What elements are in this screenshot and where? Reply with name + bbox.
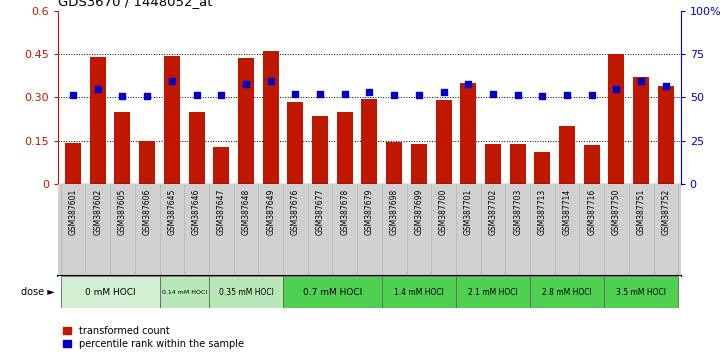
Point bbox=[141, 94, 153, 99]
Bar bbox=[361, 99, 378, 184]
Text: GSM387701: GSM387701 bbox=[464, 189, 472, 235]
Text: 0.35 mM HOCl: 0.35 mM HOCl bbox=[218, 287, 274, 297]
Point bbox=[413, 92, 424, 98]
Bar bbox=[559, 126, 575, 184]
Bar bbox=[584, 145, 600, 184]
Bar bbox=[460, 83, 476, 184]
Bar bbox=[213, 147, 229, 184]
Bar bbox=[312, 116, 328, 184]
Text: 2.1 mM HOCl: 2.1 mM HOCl bbox=[468, 287, 518, 297]
Bar bbox=[530, 276, 604, 308]
Bar bbox=[238, 58, 254, 184]
Text: GSM387713: GSM387713 bbox=[538, 189, 547, 235]
Text: 0.7 mM HOCl: 0.7 mM HOCl bbox=[303, 287, 362, 297]
Text: dose ►: dose ► bbox=[21, 287, 55, 297]
Text: GSM387716: GSM387716 bbox=[587, 189, 596, 235]
Point bbox=[512, 92, 523, 98]
Bar bbox=[337, 112, 353, 184]
Point bbox=[240, 81, 252, 87]
Point bbox=[388, 92, 400, 98]
Text: GSM387678: GSM387678 bbox=[340, 189, 349, 235]
Point bbox=[487, 92, 499, 97]
Text: GSM387648: GSM387648 bbox=[242, 189, 250, 235]
Text: GSM387649: GSM387649 bbox=[266, 189, 275, 235]
Text: GSM387602: GSM387602 bbox=[93, 189, 102, 235]
Point bbox=[166, 78, 178, 84]
Text: GSM387751: GSM387751 bbox=[637, 189, 646, 235]
Bar bbox=[609, 54, 625, 184]
Text: GSM387702: GSM387702 bbox=[488, 189, 497, 235]
Text: GSM387699: GSM387699 bbox=[414, 189, 424, 235]
Text: GSM387698: GSM387698 bbox=[389, 189, 399, 235]
Point bbox=[438, 89, 449, 95]
Bar bbox=[139, 141, 155, 184]
Bar bbox=[510, 144, 526, 184]
Point bbox=[561, 92, 573, 98]
Text: GSM387647: GSM387647 bbox=[217, 189, 226, 235]
Point bbox=[191, 92, 202, 98]
Point bbox=[364, 89, 376, 95]
Bar bbox=[65, 143, 81, 184]
Text: GSM387601: GSM387601 bbox=[68, 189, 78, 235]
Point bbox=[462, 81, 474, 87]
Bar bbox=[456, 276, 530, 308]
Bar bbox=[263, 51, 279, 184]
Bar bbox=[386, 142, 402, 184]
Text: GSM387679: GSM387679 bbox=[365, 189, 374, 235]
Text: GSM387703: GSM387703 bbox=[513, 189, 522, 235]
Text: 0 mM HOCl: 0 mM HOCl bbox=[84, 287, 135, 297]
Text: GSM387700: GSM387700 bbox=[439, 189, 448, 235]
Text: GSM387677: GSM387677 bbox=[315, 189, 325, 235]
Point bbox=[290, 92, 301, 97]
Text: 0.14 mM HOCl: 0.14 mM HOCl bbox=[162, 290, 207, 295]
Bar bbox=[283, 276, 381, 308]
Text: GSM387606: GSM387606 bbox=[143, 189, 151, 235]
Bar bbox=[164, 56, 180, 184]
Bar bbox=[288, 102, 304, 184]
Text: GSM387752: GSM387752 bbox=[661, 189, 670, 235]
Text: GSM387646: GSM387646 bbox=[192, 189, 201, 235]
Bar bbox=[381, 276, 456, 308]
Point bbox=[314, 91, 326, 97]
Bar bbox=[604, 276, 678, 308]
Text: GSM387750: GSM387750 bbox=[612, 189, 621, 235]
Point bbox=[339, 92, 351, 97]
Point bbox=[116, 93, 128, 99]
Bar bbox=[633, 77, 649, 184]
Text: GDS3670 / 1448052_at: GDS3670 / 1448052_at bbox=[58, 0, 213, 8]
Text: GSM387676: GSM387676 bbox=[291, 189, 300, 235]
Bar bbox=[60, 276, 159, 308]
Bar bbox=[411, 144, 427, 184]
Bar bbox=[209, 276, 283, 308]
Text: 3.5 mM HOCl: 3.5 mM HOCl bbox=[616, 287, 666, 297]
Bar bbox=[485, 144, 501, 184]
Bar bbox=[189, 112, 205, 184]
Point bbox=[636, 79, 647, 84]
Text: GSM387605: GSM387605 bbox=[118, 189, 127, 235]
Point bbox=[67, 92, 79, 98]
Legend: transformed count, percentile rank within the sample: transformed count, percentile rank withi… bbox=[63, 326, 244, 349]
Bar bbox=[159, 276, 209, 308]
Point bbox=[586, 92, 598, 98]
Text: GSM387714: GSM387714 bbox=[563, 189, 571, 235]
Point bbox=[660, 83, 672, 88]
Bar bbox=[114, 112, 130, 184]
Text: 1.4 mM HOCl: 1.4 mM HOCl bbox=[394, 287, 444, 297]
Bar bbox=[658, 86, 674, 184]
Point bbox=[215, 92, 227, 98]
Bar bbox=[435, 100, 451, 184]
Bar bbox=[90, 57, 106, 184]
Text: GSM387645: GSM387645 bbox=[167, 189, 176, 235]
Bar bbox=[534, 152, 550, 184]
Point bbox=[537, 93, 548, 99]
Point bbox=[611, 86, 622, 92]
Text: 2.8 mM HOCl: 2.8 mM HOCl bbox=[542, 287, 592, 297]
Point bbox=[92, 86, 103, 92]
Point bbox=[265, 79, 277, 84]
